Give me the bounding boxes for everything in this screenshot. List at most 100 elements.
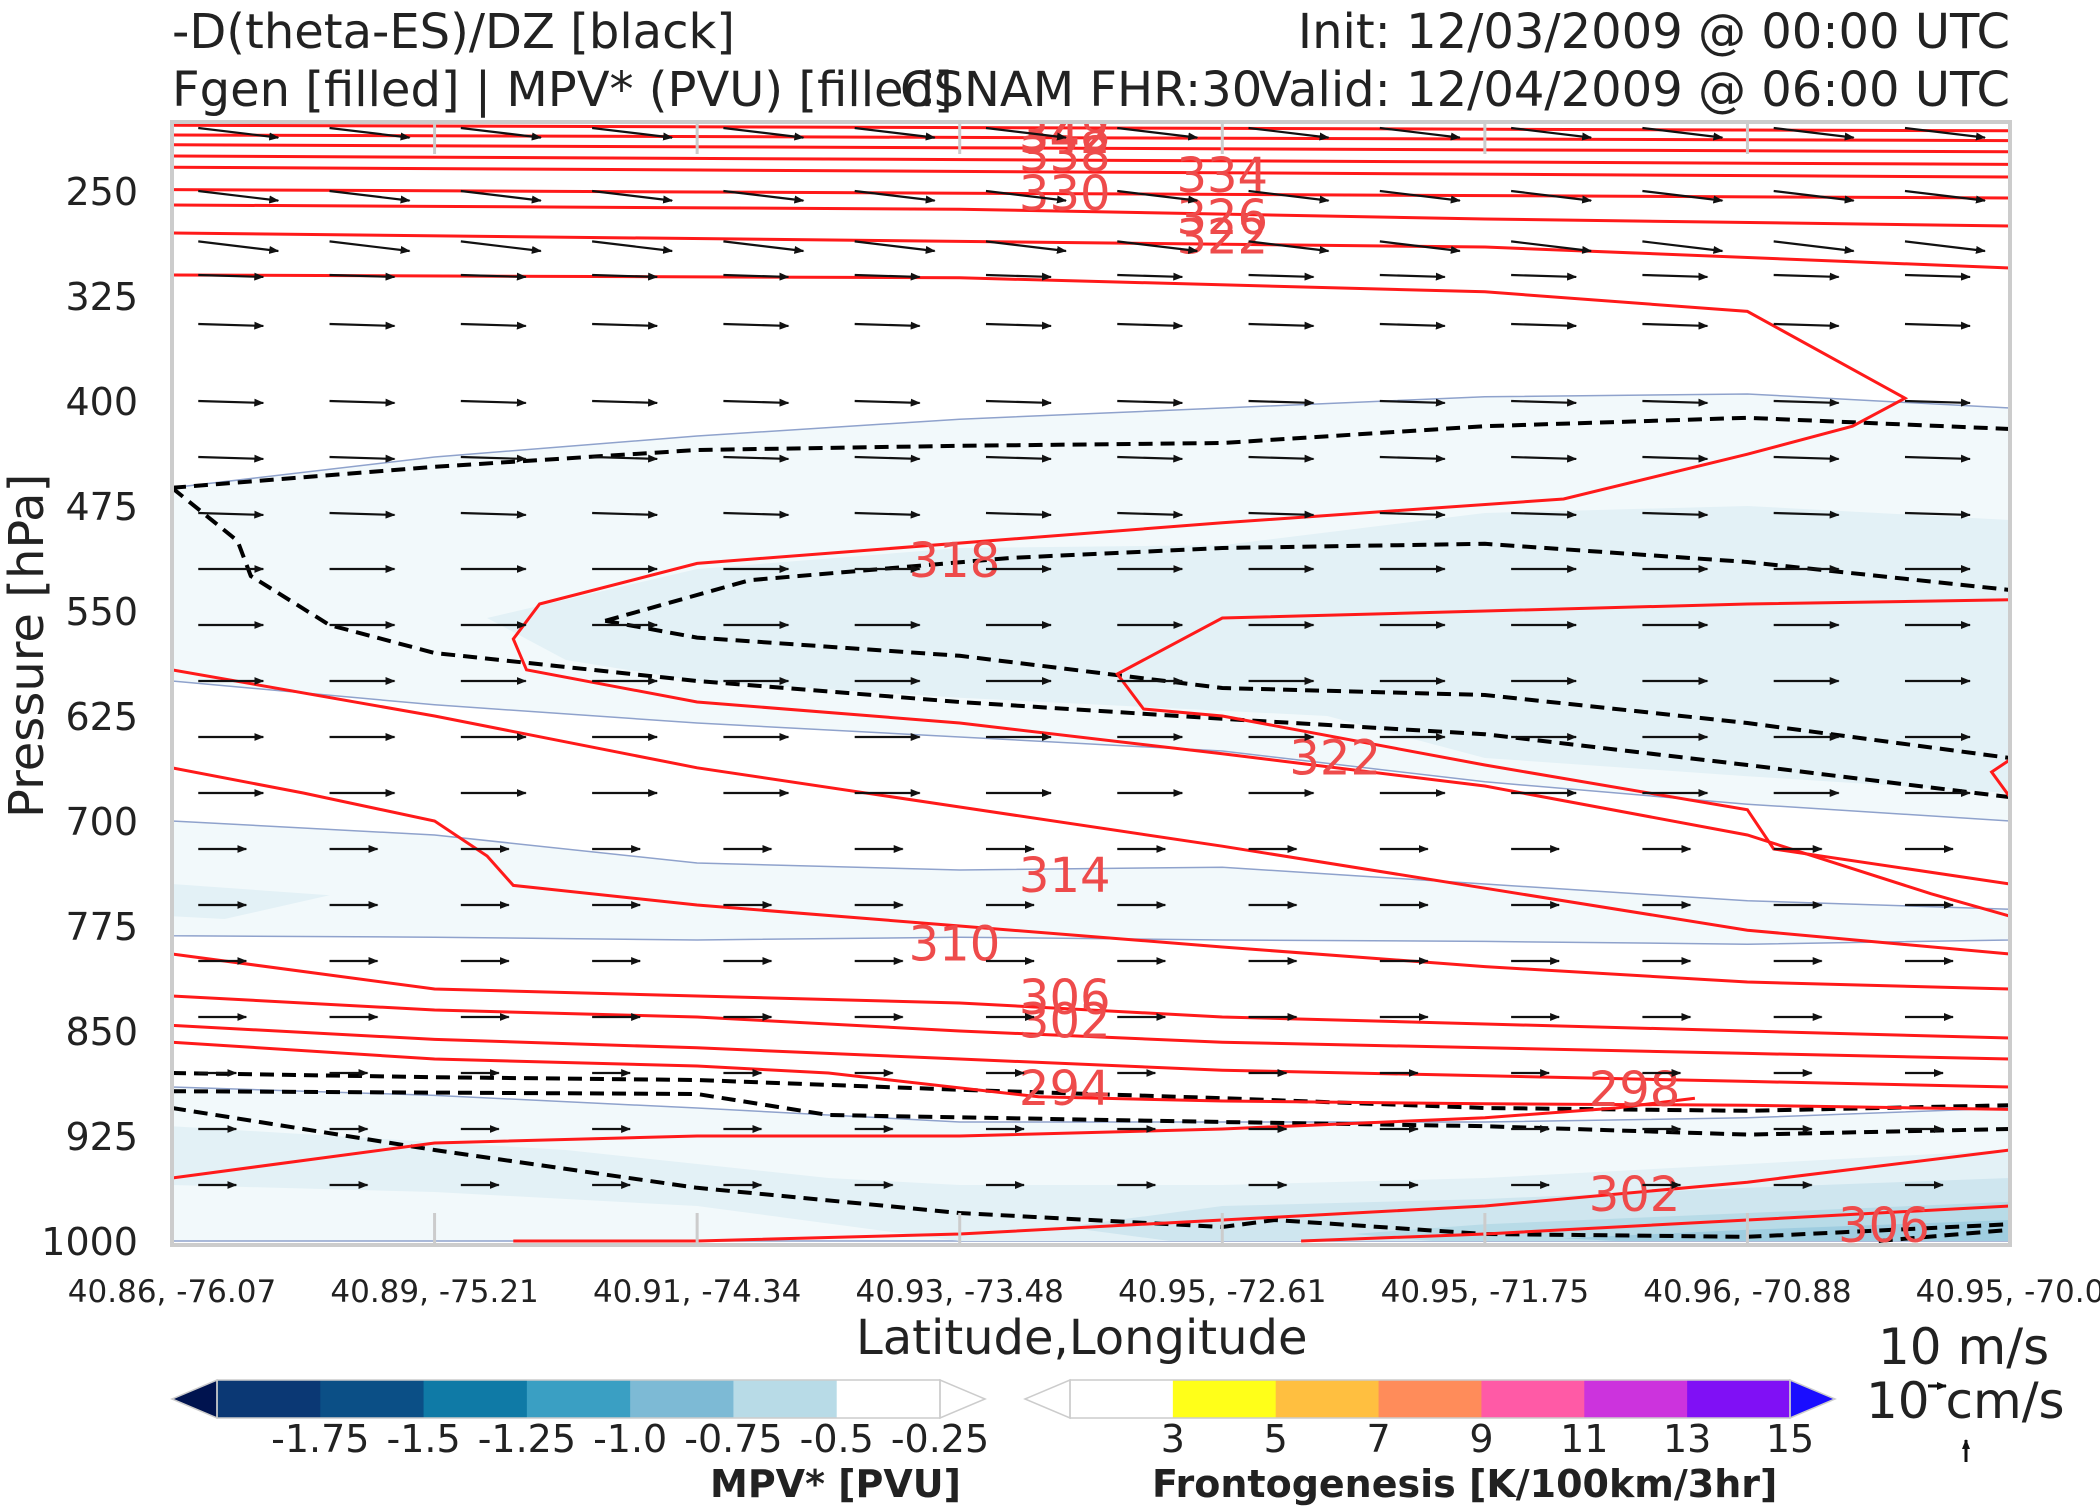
theta-e-contour-label: 314 [1019,848,1111,904]
wind-vector [985,126,1067,141]
title-line1: -D(theta-ES)/DZ [black] [172,4,735,60]
wind-vector [1511,398,1578,407]
mpv-fill-region [172,820,2010,945]
wind-vector [1248,189,1330,204]
wind-vector [723,126,805,141]
wind-vector [1117,240,1199,254]
mpv-colorbar-swatch [630,1380,734,1418]
x-tick-label: 40.91, -74.34 [593,1274,801,1310]
stability-contour-line [604,618,2010,768]
wind-vector [723,189,805,204]
theta-e-contour-line [172,994,2010,1061]
stability-contour-line [172,486,2010,800]
wind-vector [1510,240,1593,254]
wind-vector [985,454,1052,463]
wind-vector [854,189,936,204]
wind-vector [1248,454,1315,463]
mpv-colorbar-swatch [217,1380,321,1418]
wind-vector [1117,510,1184,519]
fgen-colorbar-tick-label: 13 [1663,1417,1711,1461]
wind-vector [1379,510,1446,519]
theta-e-contour-label: 322 [1289,730,1381,786]
wind-vector [329,321,396,330]
theta-e-contour-label: 302 [1019,994,1111,1050]
wind-vector [1773,189,1855,204]
wind-vector [198,398,265,407]
wind-vector [1511,321,1578,330]
theta-e-contour-line [172,1023,2010,1089]
fgen-colorbar-swatch [1584,1380,1688,1418]
theta-e-contour-line [172,143,2010,154]
wind-vector [1904,272,1971,281]
wind-vector [985,510,1052,519]
wind-vector [329,398,396,407]
wind-vector [198,510,265,519]
wind-vector [1510,126,1593,141]
wind-vector [985,321,1052,330]
wind-vector [1642,126,1724,141]
wind-vector [460,454,527,463]
x-axis-title: Latitude,Longitude [856,1310,1308,1366]
theta-e-contour-line [172,273,2010,918]
wind-vector [1379,321,1446,330]
vector-ref-horizontal: 10 m/s [1878,1318,2050,1376]
mpv-colorbar-tick-label: -1.0 [593,1417,667,1461]
title-line2: Fgen [filled] | MPV* (PVU) [filled] [172,62,953,118]
wind-vector [1642,398,1709,407]
wind-vector [854,321,921,330]
fgen-colorbar-tick-label: 5 [1264,1417,1288,1461]
wind-vector [460,189,542,204]
theta-e-contour-line [172,231,2010,270]
wind-vector [1773,454,1840,463]
wind-vector [329,454,396,463]
wind-vector [329,189,411,204]
theta-e-contour-line [172,952,2010,1040]
wind-vector [1511,510,1578,519]
wind-vector [198,189,280,204]
fgen-colorbar-max-extend [1789,1378,1837,1420]
wind-vector [1511,454,1578,463]
wind-vector [1379,126,1461,141]
fgen-colorbar-tick-label: 7 [1366,1417,1390,1461]
wind-vector [723,398,790,407]
wind-vector [1773,272,1840,281]
mpv-colorbar-swatch [320,1380,425,1418]
mpv-colorbar-swatch [423,1380,528,1418]
wind-vector [1904,321,1971,330]
theta-e-contour-line [1989,757,2010,799]
wind-vector [1248,398,1315,407]
theta-e-contour-label: 298 [1589,1062,1681,1118]
wind-vector [854,126,936,141]
wind-vector [1379,398,1446,407]
wind-vector [1904,398,1971,407]
fgen-colorbar-tick-label: 9 [1469,1417,1493,1461]
mpv-colorbar-tick-label: -0.75 [684,1417,782,1461]
fgen-colorbar-swatch [1481,1380,1585,1418]
wind-vector [854,510,921,519]
theta-e-contour-line [172,188,2010,200]
wind-vector [854,398,921,407]
wind-vector [1117,189,1199,204]
theta-e-contour-line [1115,598,2010,886]
fgen-colorbar-swatch [1687,1380,1791,1418]
theta-e-contour-line [1301,1204,2010,1243]
wind-vector [1379,454,1446,463]
x-tick-label: 40.93, -73.48 [856,1274,1064,1310]
wind-vector [1642,272,1709,281]
wind-vector [1642,240,1724,254]
wind-vector [723,454,790,463]
x-tick-label: 40.95, -72.61 [1118,1274,1326,1310]
x-tick-label: 40.95, -70.0 [1916,1274,2100,1310]
theta-e-contour-label: 348 [1019,106,1111,162]
wind-vector [1248,126,1330,141]
theta-e-contour-label: 330 [1019,166,1111,222]
wind-vector [723,272,790,281]
wind-vector [985,240,1067,254]
wind-vector [985,398,1052,407]
mpv-colorbar-border [216,1379,941,1419]
theta-e-contour-label: 318 [909,533,1001,589]
wind-vector [1379,189,1461,204]
theta-e-contour-line [172,203,2010,228]
theta-e-contour-line [172,123,2010,133]
theta-e-contour-label: 306 [1838,1198,1930,1254]
